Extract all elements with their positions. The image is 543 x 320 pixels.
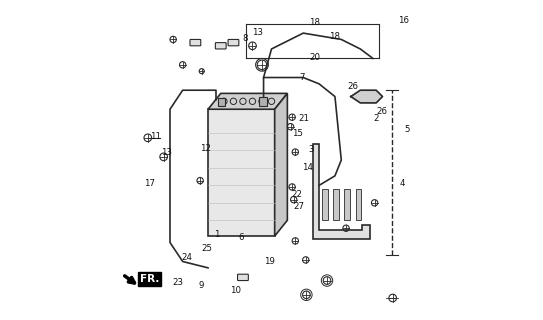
Text: 13: 13	[252, 28, 263, 37]
Polygon shape	[275, 93, 287, 236]
Text: 2: 2	[373, 114, 378, 123]
Bar	[259, 97, 267, 106]
Bar	[356, 188, 361, 220]
Text: 3: 3	[308, 145, 313, 154]
FancyBboxPatch shape	[190, 39, 201, 46]
Text: 27: 27	[294, 203, 305, 212]
Text: 18: 18	[309, 19, 320, 28]
Text: 6: 6	[238, 233, 244, 242]
Text: 8: 8	[242, 34, 248, 43]
Text: 24: 24	[181, 253, 192, 262]
Text: 18: 18	[329, 32, 339, 41]
Polygon shape	[351, 90, 382, 103]
Text: 9: 9	[199, 281, 204, 290]
FancyBboxPatch shape	[237, 274, 248, 281]
Text: 15: 15	[292, 129, 303, 138]
FancyBboxPatch shape	[228, 39, 239, 46]
Text: 20: 20	[309, 53, 320, 62]
Text: 19: 19	[263, 257, 274, 266]
Text: 17: 17	[144, 179, 155, 188]
Bar	[344, 188, 350, 220]
Polygon shape	[208, 93, 287, 109]
FancyArrowPatch shape	[125, 276, 135, 283]
Polygon shape	[313, 144, 370, 239]
Bar	[333, 188, 339, 220]
Text: 5: 5	[405, 125, 410, 134]
Text: 10: 10	[230, 285, 241, 295]
FancyBboxPatch shape	[216, 43, 226, 49]
Text: 12: 12	[200, 144, 211, 153]
Text: 21: 21	[299, 114, 310, 123]
Bar	[208, 109, 275, 236]
Text: 26: 26	[348, 82, 358, 91]
Text: 26: 26	[377, 107, 388, 116]
Text: 22: 22	[292, 190, 302, 199]
Text: 25: 25	[201, 244, 212, 253]
Text: 7: 7	[299, 73, 305, 82]
Text: 1: 1	[214, 230, 220, 239]
Bar	[218, 98, 225, 106]
Text: FR.: FR.	[140, 274, 159, 284]
Text: 16: 16	[399, 16, 409, 25]
Text: 11: 11	[150, 132, 161, 141]
Bar	[322, 188, 328, 220]
Text: 13: 13	[161, 148, 172, 156]
Text: 14: 14	[301, 164, 313, 172]
Text: 4: 4	[400, 179, 406, 188]
Text: 23: 23	[173, 278, 184, 287]
